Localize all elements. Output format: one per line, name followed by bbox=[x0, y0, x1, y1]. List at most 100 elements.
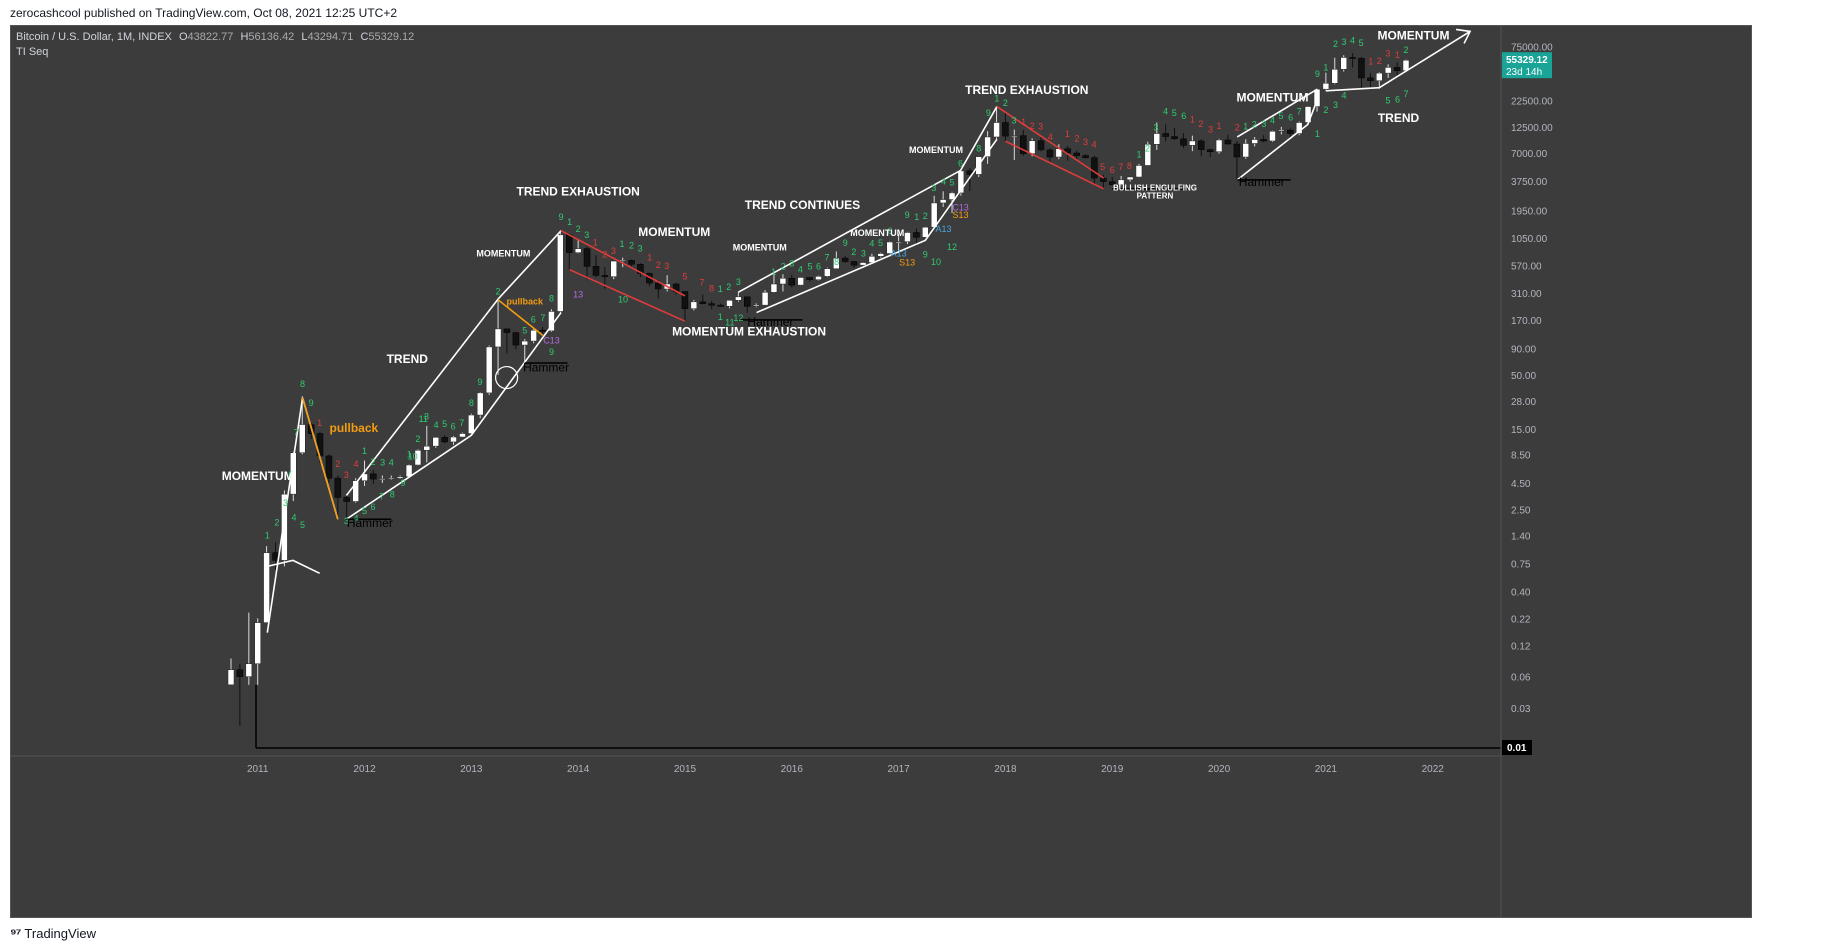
annotation-label: MOMENTUM bbox=[909, 145, 963, 155]
setup-count: S13 bbox=[899, 258, 915, 268]
y-tick-label: 310.00 bbox=[1511, 289, 1542, 300]
trend-lines bbox=[266, 28, 1472, 633]
setup-count: 2 bbox=[496, 286, 501, 296]
setup-count: 3 bbox=[584, 230, 589, 240]
candles bbox=[227, 53, 1410, 726]
candle-body bbox=[610, 260, 617, 277]
setup-count: 10 bbox=[931, 257, 941, 267]
setup-count: 8 bbox=[549, 294, 554, 304]
setup-count: 11 bbox=[419, 414, 428, 424]
setup-count: 2 bbox=[1323, 105, 1328, 115]
candle-body bbox=[1206, 149, 1214, 152]
x-tick-label: 2021 bbox=[1315, 764, 1338, 775]
setup-count: 2 bbox=[1003, 98, 1008, 108]
svg-text:Bitcoin / U.S. Dollar, 1M, IND: Bitcoin / U.S. Dollar, 1M, INDEX O43822.… bbox=[16, 31, 414, 43]
setup-count: 3 bbox=[344, 470, 349, 480]
setup-count: 2 bbox=[726, 282, 731, 292]
setup-count: 3 bbox=[1385, 49, 1390, 59]
legend: Bitcoin / U.S. Dollar, 1M, INDEX O43822.… bbox=[16, 31, 414, 58]
candle-body bbox=[1224, 139, 1232, 145]
min-price-label: 0.01 bbox=[1507, 743, 1527, 754]
y-tick-label: 2.50 bbox=[1511, 505, 1531, 516]
setup-count: 5 bbox=[300, 520, 305, 530]
annotation-label: MOMENTUM bbox=[850, 228, 904, 238]
setup-count: 11 bbox=[725, 317, 734, 327]
candle-body bbox=[815, 276, 822, 280]
setup-count: 9 bbox=[905, 210, 910, 220]
candle-body bbox=[877, 253, 885, 257]
setup-count: 9 bbox=[986, 108, 991, 118]
setup-count: 3 bbox=[664, 261, 669, 271]
x-tick-label: 2015 bbox=[674, 764, 697, 775]
setup-count: 8 bbox=[976, 144, 981, 154]
candle-body bbox=[601, 275, 609, 277]
trend-line bbox=[1236, 88, 1318, 138]
y-tick-label: 0.75 bbox=[1511, 559, 1531, 570]
open-value: 43822.77 bbox=[188, 31, 234, 43]
candle-body bbox=[637, 264, 644, 274]
setup-count: 3 bbox=[1154, 123, 1159, 133]
candle-body bbox=[886, 241, 893, 254]
setup-count: 4 bbox=[1270, 116, 1275, 126]
candle-body bbox=[681, 291, 689, 309]
y-tick-label: 1.40 bbox=[1511, 531, 1531, 542]
setup-count: 4 bbox=[1342, 91, 1347, 101]
candle-body bbox=[387, 477, 395, 480]
candle-body bbox=[833, 257, 840, 269]
setup-count: 7 bbox=[459, 418, 464, 428]
candle-body bbox=[361, 473, 368, 481]
footer: ⁹⁷ TradingView bbox=[10, 925, 96, 941]
setup-count: 6 bbox=[451, 421, 456, 431]
setup-count: 4 bbox=[292, 512, 297, 522]
setup-count: 3 bbox=[638, 243, 643, 253]
candle-body bbox=[735, 296, 742, 301]
setup-count: 1 bbox=[718, 312, 723, 322]
setup-count: 9 bbox=[559, 212, 564, 222]
setup-count: 1 bbox=[265, 531, 270, 541]
setup-count: 10 bbox=[618, 295, 628, 305]
annotation-label: MOMENTUM bbox=[1236, 91, 1308, 105]
setup-count: 4 bbox=[941, 177, 946, 187]
candle-body bbox=[717, 304, 724, 307]
candle-body bbox=[298, 424, 306, 454]
setup-count: 1 bbox=[1395, 50, 1400, 60]
candle-body bbox=[236, 669, 244, 677]
setup-count: 3 bbox=[861, 248, 866, 258]
last-price-badge bbox=[1502, 52, 1552, 79]
setup-count: 1 bbox=[647, 252, 652, 262]
setup-count: 9 bbox=[923, 250, 928, 260]
candle-body bbox=[1144, 144, 1152, 166]
candle-body bbox=[1287, 129, 1294, 134]
candle-body bbox=[913, 232, 920, 238]
y-tick-label: 15.00 bbox=[1511, 425, 1536, 436]
setup-count: 9 bbox=[309, 398, 314, 408]
setup-count: 4 bbox=[798, 264, 803, 274]
candle-body bbox=[1367, 77, 1374, 81]
candle-body bbox=[1384, 67, 1392, 74]
candle-body bbox=[922, 226, 929, 238]
y-tick-label: 3750.00 bbox=[1511, 177, 1548, 188]
trend-line bbox=[301, 397, 339, 520]
candle-body bbox=[494, 328, 502, 348]
candle-body bbox=[254, 622, 261, 664]
setup-count: 3 bbox=[1038, 122, 1043, 132]
candle-body bbox=[690, 301, 698, 309]
candle-body bbox=[592, 266, 600, 276]
candle-body bbox=[574, 248, 582, 253]
trend-line bbox=[1005, 140, 1105, 190]
candle-body bbox=[476, 392, 484, 416]
setup-count: 7 bbox=[1118, 162, 1123, 172]
candle-body bbox=[708, 303, 715, 306]
setup-count: 2 bbox=[1333, 39, 1338, 49]
candle-body bbox=[485, 346, 493, 394]
candle-body bbox=[1126, 176, 1134, 181]
candle-body bbox=[1358, 58, 1365, 79]
x-tick-label: 2022 bbox=[1422, 764, 1445, 775]
x-tick-label: 2019 bbox=[1101, 764, 1124, 775]
setup-count: 5 bbox=[878, 238, 883, 248]
candle-body bbox=[423, 445, 431, 451]
setup-count: 7 bbox=[825, 252, 830, 262]
setup-count: 1 bbox=[593, 238, 598, 248]
